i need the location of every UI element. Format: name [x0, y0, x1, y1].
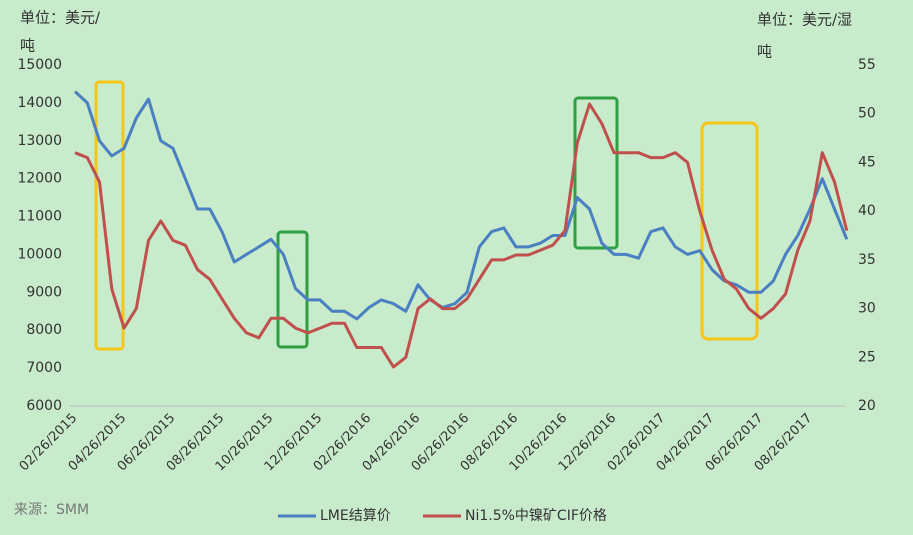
y-tick-label: 12000: [17, 171, 62, 187]
y2-tick-label: 50: [858, 106, 876, 122]
y2-tick-label: 40: [858, 203, 876, 219]
series-line: [73, 90, 849, 321]
y2-tick-label: 25: [858, 349, 876, 365]
highlight-box: [700, 121, 759, 341]
y-tick-label: 7000: [26, 360, 62, 376]
y-tick-label: 15000: [17, 57, 62, 73]
y-tick-label: 13000: [17, 133, 62, 149]
y-tick-label: 14000: [17, 95, 62, 111]
legend-label: LME结算价: [320, 508, 391, 524]
y-axis-label: 吨: [20, 37, 35, 55]
y-tick-label: 10000: [17, 246, 62, 262]
source: 来源：SMM: [14, 502, 89, 518]
y2-tick-label: 30: [858, 301, 876, 317]
series-line: [74, 102, 849, 369]
highlight-box: [573, 96, 619, 250]
y-axis-label: 单位：美元/: [20, 9, 101, 27]
y2-tick-label: 45: [858, 154, 876, 170]
y2-axis-label: 单位：美元/湿: [757, 11, 852, 29]
y-tick-label: 8000: [26, 322, 62, 338]
y-tick-label: 11000: [17, 209, 62, 225]
y2-tick-label: 20: [858, 398, 876, 414]
highlight-box: [94, 80, 125, 351]
y-tick-label: 9000: [26, 284, 62, 300]
y2-tick-label: 55: [858, 57, 876, 73]
y2-axis-label: 吨: [757, 43, 772, 61]
y2-tick-label: 35: [858, 252, 876, 268]
legend-label: Ni1.5%中镍矿CIF价格: [465, 508, 607, 524]
highlight-box: [276, 230, 309, 349]
highlights: [94, 80, 759, 351]
y-tick-label: 6000: [26, 398, 62, 414]
